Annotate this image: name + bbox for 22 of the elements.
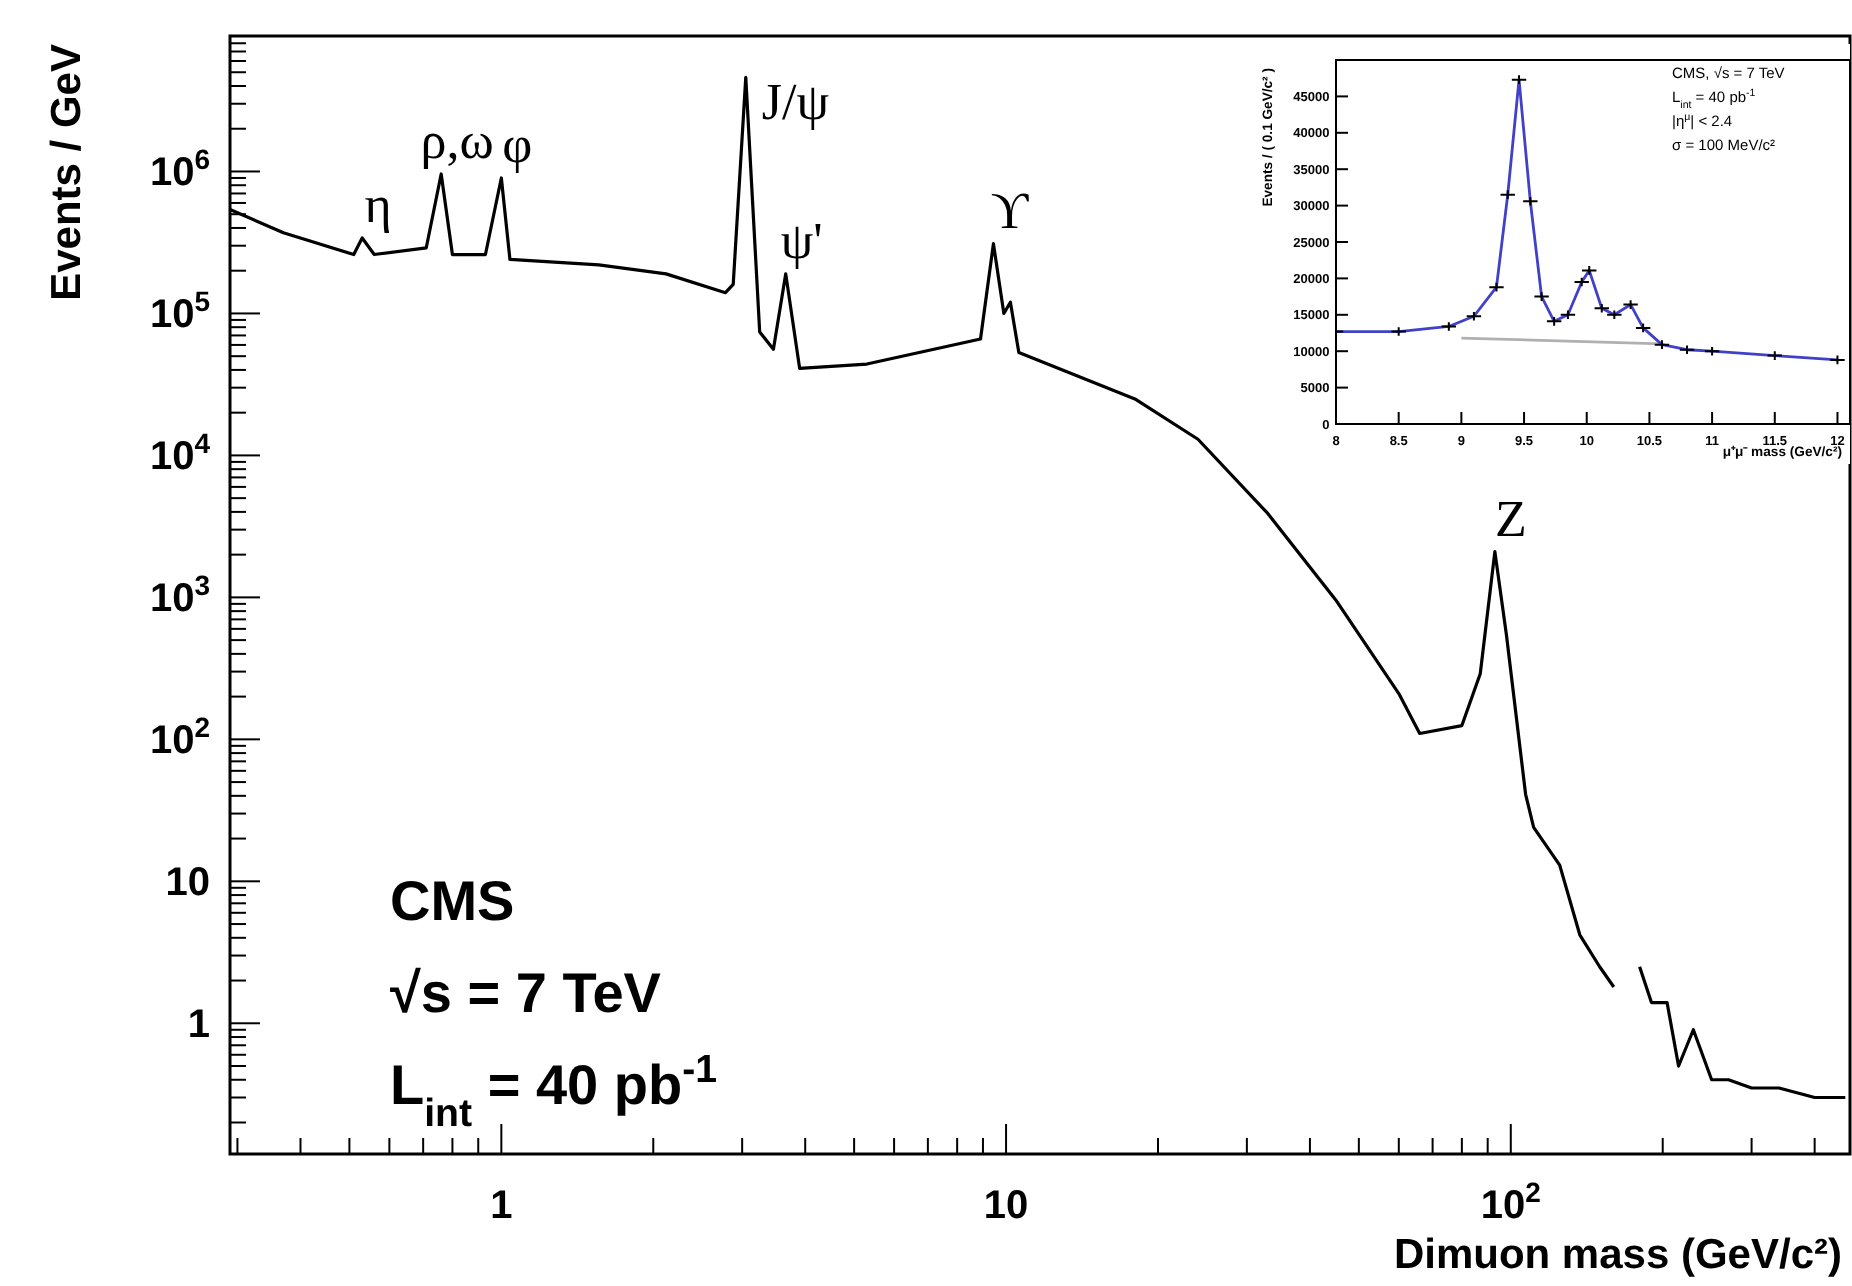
annotation: ϒ <box>990 181 1031 240</box>
annotation: φ <box>502 115 533 174</box>
y-tick-label: 10$^{5}$ <box>149 285 211 338</box>
x-tick-label: 10 <box>983 1184 1029 1228</box>
x-axis-title: Dimuon mass (GeV/c²) <box>1393 1232 1842 1278</box>
y-tick-label: 10$^{6}$ <box>149 143 211 196</box>
annotation: Z <box>1494 489 1527 548</box>
y-tick-label: 10$^{2}$ <box>149 711 211 764</box>
annotation: √s = 7 TeV <box>390 962 662 1024</box>
y-tick-label: 10$^{3}$ <box>149 569 211 622</box>
y-tick-label: 1 <box>187 1003 210 1048</box>
annotation: J/ψ <box>761 72 830 131</box>
y-tick-label: 10 <box>165 861 210 906</box>
annotation: CMS <box>390 870 515 932</box>
y-axis-title: Events / GeV <box>44 44 90 301</box>
x-tick-label: 10$^{2}$ <box>1480 1176 1542 1228</box>
annotation: ψ' <box>780 211 823 270</box>
y-tick-label: 10$^{4}$ <box>149 427 211 480</box>
annotation: ρ,ω <box>420 111 494 170</box>
annotation: η <box>364 175 392 234</box>
annotation: L$_{int}$ = 40 pb$^{-1}$ <box>390 1048 718 1136</box>
x-tick-label: 1 <box>490 1184 513 1228</box>
